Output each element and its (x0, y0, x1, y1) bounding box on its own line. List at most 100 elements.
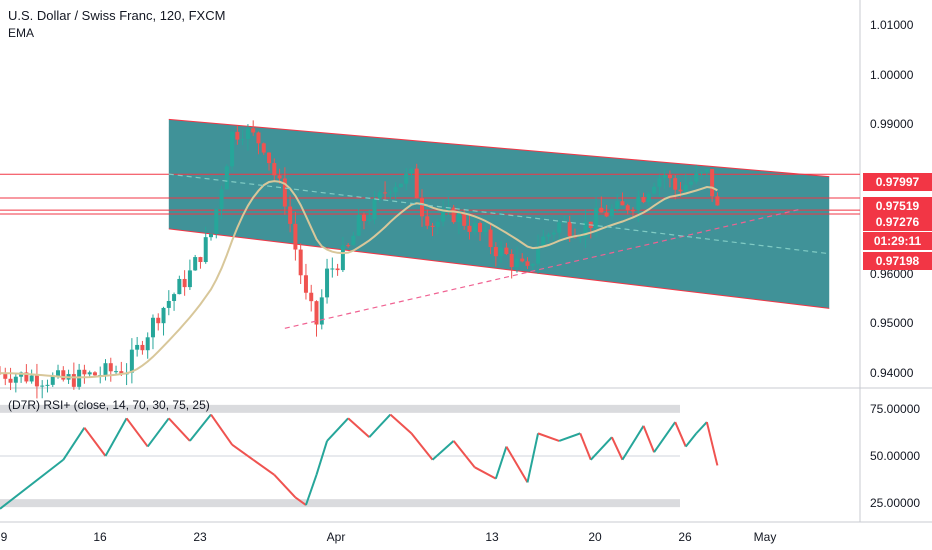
rsi-segment (494, 446, 508, 479)
candle-body (715, 196, 720, 206)
candle-body (583, 221, 588, 238)
candle-body (288, 206, 293, 224)
candle-body (530, 263, 535, 266)
rsi-upper-band (0, 404, 680, 413)
candle-body (71, 374, 76, 387)
candle-body (483, 229, 488, 233)
candle-body (240, 139, 245, 141)
candle-body (261, 143, 266, 153)
rsi-segment (526, 433, 540, 483)
candle-body (34, 375, 39, 387)
rsi-lower-band (0, 499, 680, 508)
candle-body (214, 209, 219, 234)
candle-body (219, 189, 224, 210)
candle-body (504, 247, 509, 254)
candle-body (557, 222, 562, 233)
candle-body (599, 207, 604, 213)
candle-body (446, 207, 451, 212)
candle-body (409, 168, 414, 174)
rsi-segment (326, 417, 349, 442)
candle-body (625, 205, 630, 211)
candle-body (224, 166, 229, 190)
candle-body (499, 247, 504, 257)
candle-body (29, 375, 34, 382)
candle-body (356, 214, 361, 236)
candle-body (277, 175, 282, 179)
candle-body (303, 275, 308, 293)
candle-body (631, 210, 635, 212)
candle-body (493, 247, 498, 257)
rsi-segment (537, 432, 560, 442)
candle-body (430, 225, 435, 227)
candle-body (683, 184, 688, 192)
candle-body (140, 344, 145, 351)
candle-body (678, 189, 683, 192)
candle-body (182, 278, 187, 288)
candle-body (472, 223, 477, 232)
rsi-segment (294, 496, 307, 506)
rsi-segment (474, 466, 497, 480)
candle-body (150, 317, 155, 338)
rsi-segment (695, 421, 708, 435)
candle-body (235, 131, 240, 140)
rsi-tick-label: 75.00000 (870, 401, 921, 416)
candle-body (330, 268, 335, 270)
rsi-segment (62, 427, 86, 461)
rsi-segment (410, 432, 434, 461)
candle-body (325, 268, 330, 298)
candle-body (172, 294, 177, 301)
price-tag: 0.97519 (863, 197, 932, 215)
candle-body (520, 258, 525, 262)
rsi-segment (315, 440, 329, 476)
candle-body (209, 233, 213, 238)
candle-body (667, 174, 672, 179)
candle-body (509, 253, 514, 268)
rsi-segment (705, 421, 719, 466)
rsi-segment (368, 413, 392, 438)
candle-body (636, 197, 641, 211)
rsi-segment (452, 440, 476, 468)
candle-body (641, 197, 646, 203)
price-tick-label: 1.00000 (870, 67, 914, 82)
rsi-segment (125, 417, 149, 448)
rsi-segment (610, 436, 624, 461)
candle-body (161, 307, 166, 324)
time-tick-label: 16 (93, 530, 107, 544)
candle-body (351, 235, 356, 246)
candle-body (24, 372, 29, 382)
rising-trend-line (284, 208, 802, 329)
candle-body (414, 168, 419, 199)
candle-body (689, 181, 694, 185)
rsi-segment (621, 425, 645, 461)
candle-body (193, 257, 198, 271)
candle-body (293, 223, 298, 250)
candle-body (404, 173, 409, 184)
candle-body (710, 168, 715, 197)
candle-body (704, 168, 709, 173)
price-tick-label: 1.01000 (870, 17, 914, 32)
candle-body (13, 376, 18, 383)
candle-body (103, 363, 108, 376)
candle-body (420, 198, 424, 217)
candle-body (451, 207, 456, 223)
candle-body (135, 344, 140, 350)
candle-body (393, 187, 398, 193)
candle-body (551, 232, 556, 235)
candle-body (567, 221, 572, 237)
candle-body (372, 198, 377, 220)
rsi-segment (431, 440, 455, 461)
candle-body (398, 183, 403, 188)
candle-body (119, 371, 124, 375)
candle-body (383, 192, 388, 194)
rsi-segment (389, 413, 413, 435)
price-tag: 0.97198 (863, 252, 932, 270)
candle-body (245, 128, 250, 140)
time-tick-label: 20 (588, 530, 602, 544)
price-tick-label: 0.95000 (870, 316, 914, 331)
candle-body (609, 208, 614, 217)
candle-body (319, 297, 324, 325)
time-tick-label: 26 (678, 530, 692, 544)
candle-body (3, 373, 8, 379)
candle-body (652, 186, 657, 194)
